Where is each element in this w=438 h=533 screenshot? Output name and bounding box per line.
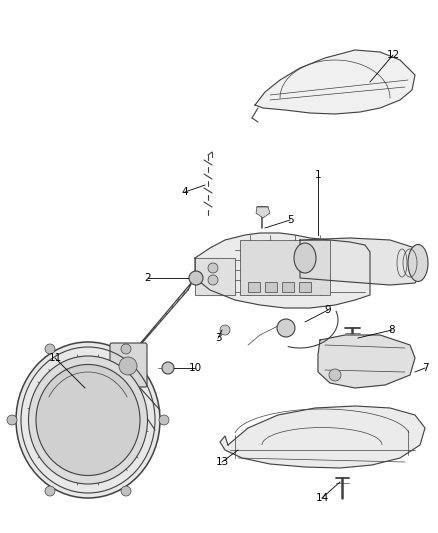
Text: 2: 2	[145, 273, 151, 283]
Text: 3: 3	[215, 333, 221, 343]
Circle shape	[208, 263, 218, 273]
Circle shape	[162, 362, 174, 374]
Polygon shape	[220, 406, 425, 468]
Text: 4: 4	[182, 187, 188, 197]
Ellipse shape	[294, 243, 316, 273]
Text: 10: 10	[188, 363, 201, 373]
Bar	[240, 240, 330, 295]
Polygon shape	[255, 50, 415, 114]
Text: 9: 9	[325, 305, 331, 315]
Text: 8: 8	[389, 325, 396, 335]
Circle shape	[7, 415, 17, 425]
Ellipse shape	[16, 342, 160, 498]
Circle shape	[119, 357, 137, 375]
Circle shape	[189, 271, 203, 285]
Text: 12: 12	[386, 50, 399, 60]
Polygon shape	[122, 282, 192, 366]
Circle shape	[121, 344, 131, 354]
FancyBboxPatch shape	[110, 343, 147, 387]
Circle shape	[208, 275, 218, 285]
Circle shape	[121, 486, 131, 496]
Circle shape	[277, 319, 295, 337]
Polygon shape	[256, 207, 270, 218]
Text: 5: 5	[287, 215, 293, 225]
Bar	[265, 282, 277, 292]
Bar	[299, 282, 311, 292]
Ellipse shape	[28, 356, 148, 484]
Circle shape	[220, 325, 230, 335]
Bar	[248, 282, 260, 292]
Polygon shape	[300, 238, 420, 285]
Circle shape	[159, 415, 169, 425]
Text: 13: 13	[215, 457, 229, 467]
Text: 7: 7	[422, 363, 428, 373]
Polygon shape	[318, 335, 415, 388]
Bar	[282, 282, 294, 292]
Text: 1: 1	[314, 170, 321, 180]
Polygon shape	[195, 258, 235, 295]
Ellipse shape	[36, 365, 140, 475]
Ellipse shape	[408, 245, 428, 281]
Polygon shape	[195, 233, 370, 308]
Circle shape	[45, 486, 55, 496]
Circle shape	[329, 369, 341, 381]
Text: 14: 14	[315, 493, 328, 503]
Circle shape	[45, 344, 55, 354]
Text: 11: 11	[48, 353, 62, 363]
